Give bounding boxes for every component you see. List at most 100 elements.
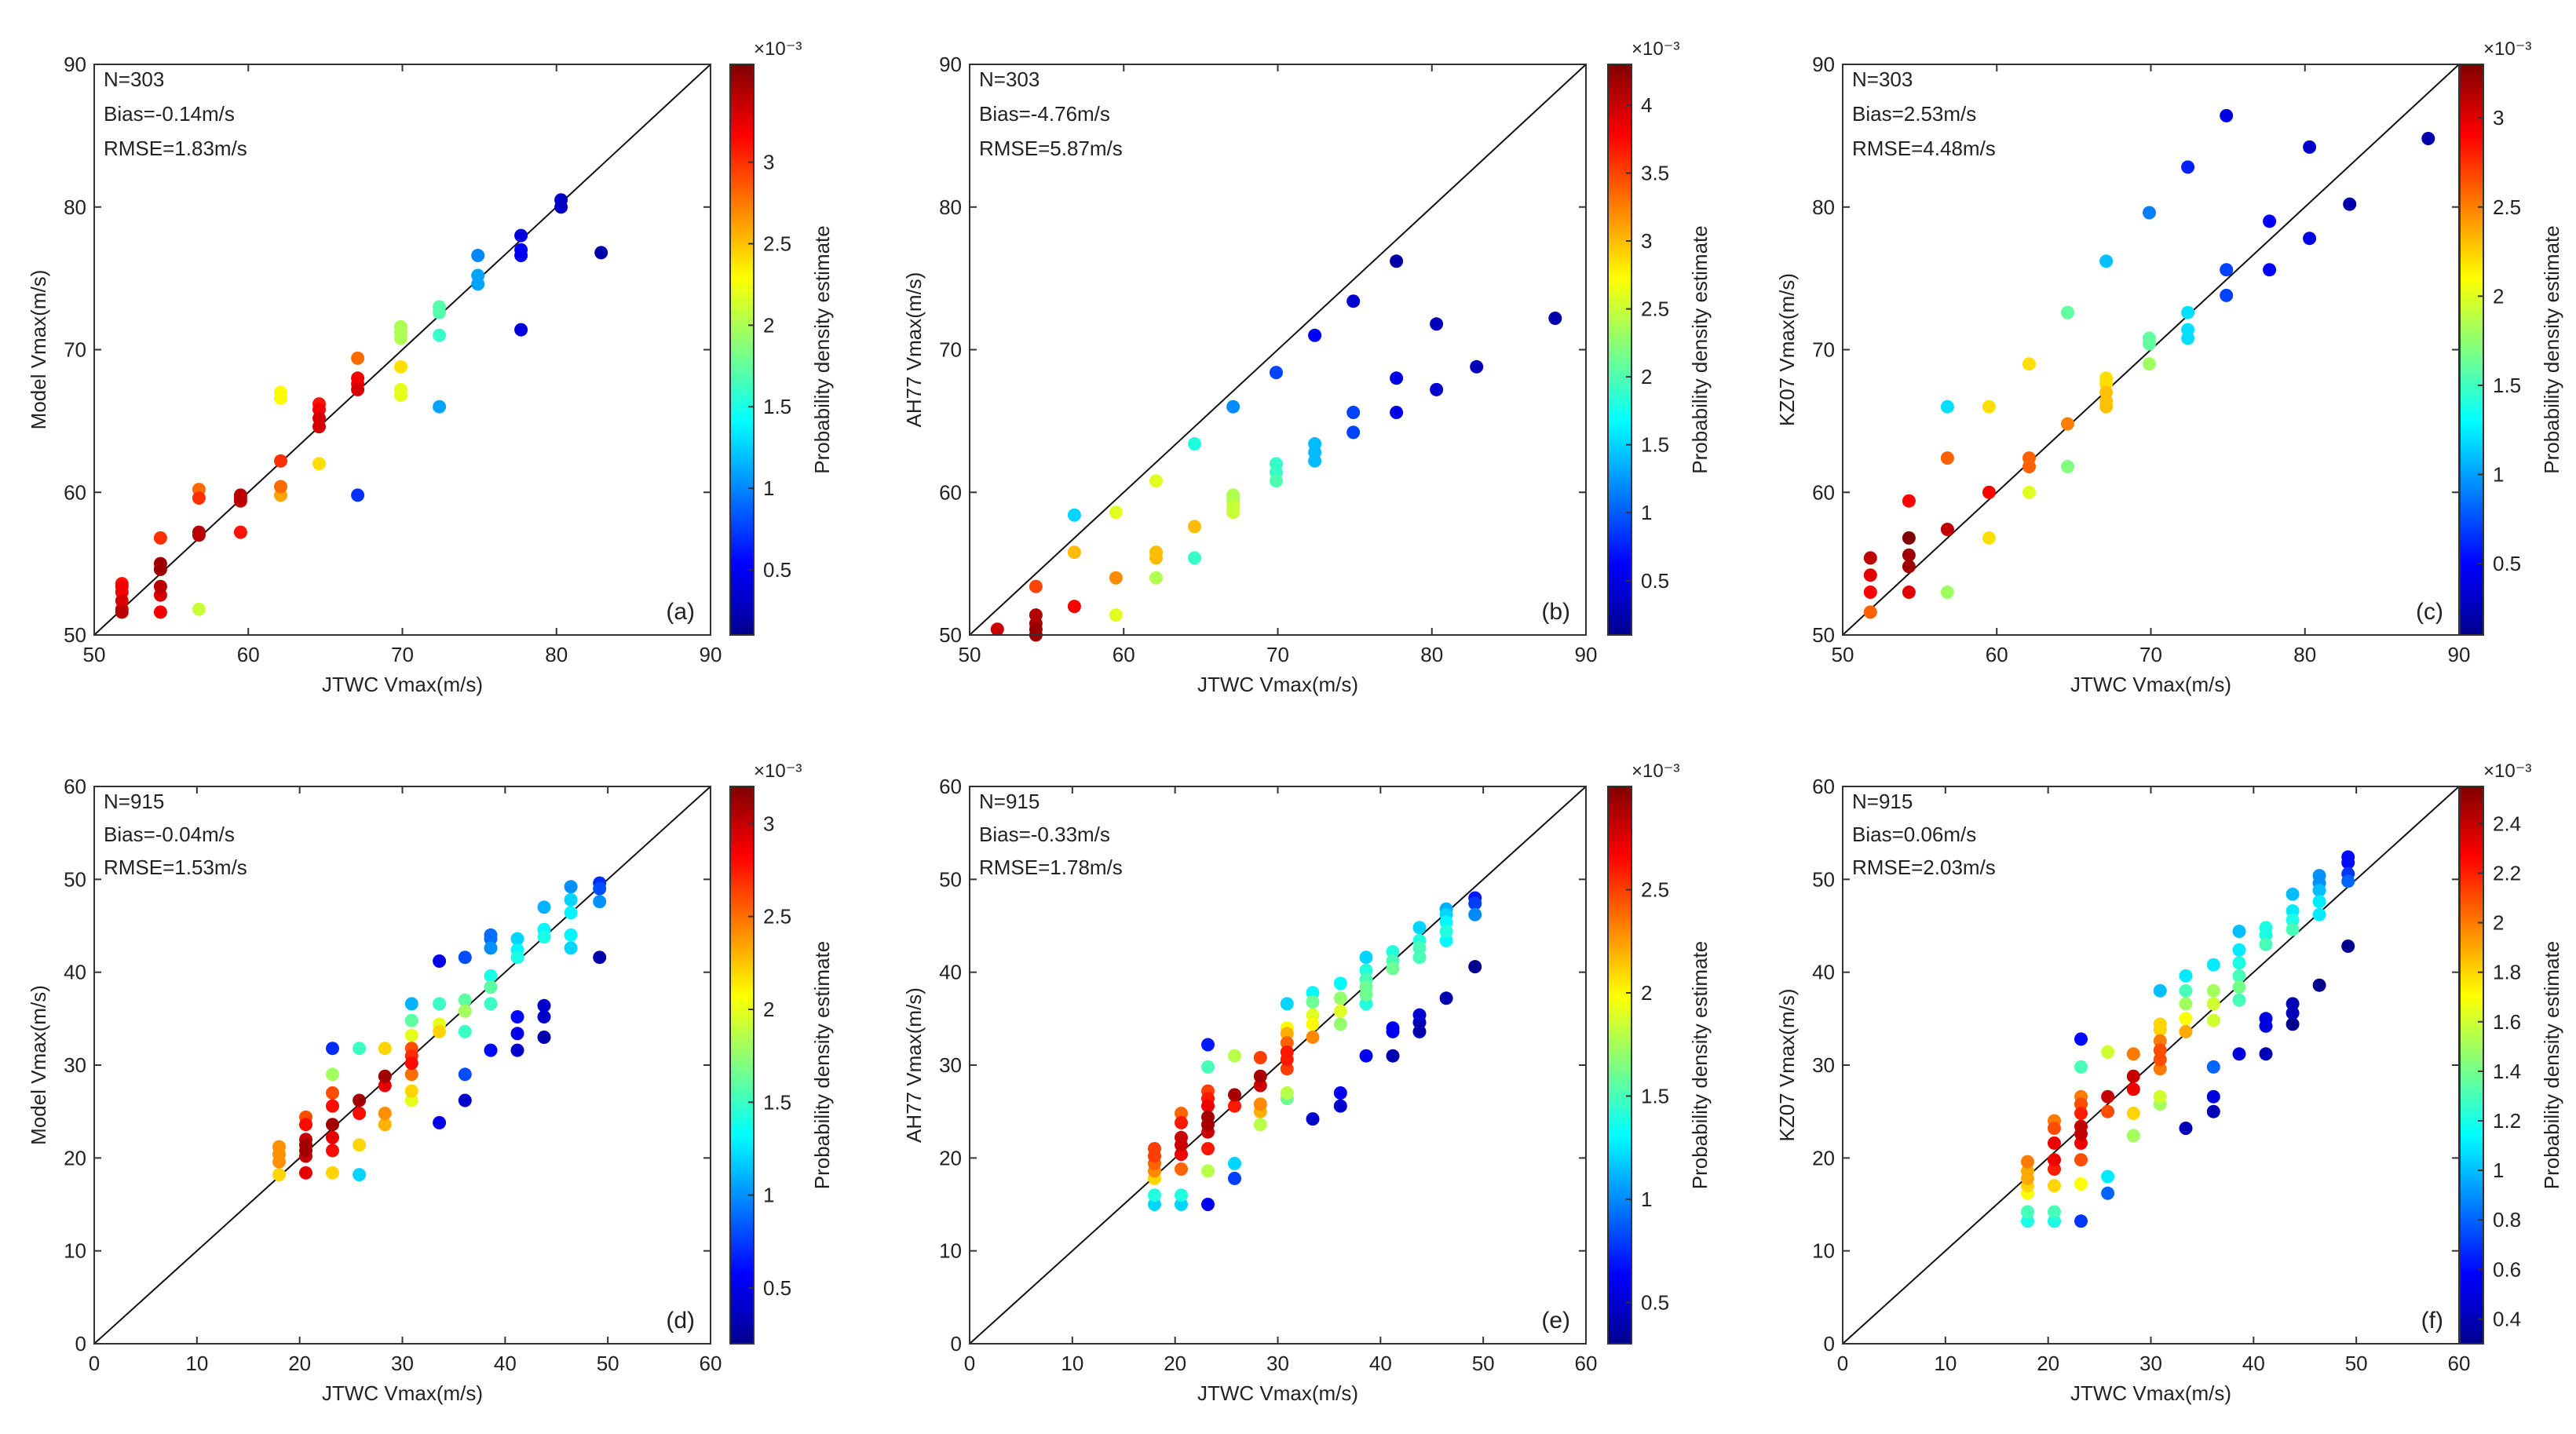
data-point [2421, 132, 2435, 145]
data-point [1201, 1110, 1215, 1124]
data-point [1188, 551, 1201, 565]
x-tick-label: 30 [2139, 1352, 2162, 1375]
data-point [1902, 494, 1916, 508]
x-axis-label: JTWC Vmax(m/s) [1197, 1381, 1358, 1405]
y-tick-label: 20 [64, 1146, 86, 1169]
data-point [1863, 605, 1877, 619]
stats-annotation: RMSE=4.48m/s [1852, 137, 1996, 160]
x-tick-label: 90 [1575, 643, 1598, 666]
data-point [1228, 1088, 1241, 1102]
data-point [1359, 951, 1373, 965]
data-point [115, 593, 129, 608]
colorbar-tick-label: 0.5 [763, 558, 791, 582]
y-tick-label: 30 [939, 1053, 962, 1077]
data-point [1940, 400, 1954, 414]
data-point [1412, 1008, 1427, 1022]
colorbar-tick-label: 1 [2493, 1159, 2504, 1182]
colorbar-exponent: ×10⁻³ [2483, 38, 2531, 60]
data-point [2181, 305, 2195, 319]
colorbar-tick-label: 1.8 [2493, 961, 2521, 984]
data-point [1253, 1097, 1267, 1111]
stats-annotation: Bias=-4.76m/s [979, 102, 1110, 126]
y-tick-label: 0 [1824, 1332, 1835, 1356]
colorbar-tick-label: 3.5 [1641, 161, 1669, 184]
data-point [2074, 1060, 2088, 1074]
x-tick-label: 60 [700, 1352, 722, 1375]
data-point [1175, 1162, 1188, 1176]
colorbar-tick-label: 2 [2493, 911, 2504, 935]
data-point [2143, 331, 2156, 345]
data-point [458, 1067, 472, 1082]
data-point [2232, 943, 2246, 957]
x-tick-label: 90 [700, 643, 722, 666]
data-point [484, 980, 498, 994]
colorbar-tick-label: 1.2 [2493, 1109, 2521, 1133]
y-tick-label: 10 [939, 1239, 962, 1263]
data-point [1308, 437, 1322, 451]
data-point [2286, 997, 2300, 1011]
data-point [2341, 874, 2355, 888]
data-point [192, 491, 206, 505]
data-point [1280, 1086, 1294, 1100]
data-point [484, 1043, 498, 1057]
data-point [1308, 328, 1322, 342]
data-point [2259, 937, 2273, 951]
y-tick-label: 60 [1812, 480, 1835, 504]
y-tick-label: 40 [64, 961, 86, 984]
data-point [1940, 523, 1954, 536]
colorbar-tick-label: 1.5 [763, 1090, 791, 1114]
data-point [312, 411, 326, 425]
data-point [2048, 1122, 2061, 1135]
x-tick-label: 10 [185, 1352, 208, 1375]
stats-annotation: N=303 [1852, 68, 1913, 91]
panel-a: 50 60 70 80 90 50 60 70 80 90 JTWC Vmax(m/s) Model … [27, 38, 834, 696]
data-point [1029, 579, 1043, 593]
y-tick-label: 70 [939, 338, 962, 362]
y-tick-label: 40 [1812, 961, 1835, 984]
data-point [1468, 907, 1482, 921]
data-point [2048, 1136, 2061, 1150]
data-point [1226, 400, 1240, 414]
data-point [433, 400, 447, 414]
data-point [433, 328, 447, 342]
data-point [2179, 997, 2193, 1011]
data-point [2286, 887, 2300, 901]
data-point [1359, 980, 1373, 994]
y-axis-label: AH77 Vmax(m/s) [902, 272, 926, 428]
colorbar-tick-label: 3 [763, 812, 774, 835]
panel-label: (d) [666, 1308, 695, 1334]
data-point [594, 246, 608, 260]
data-point [404, 1028, 418, 1042]
data-point [2153, 1017, 2167, 1031]
data-point [1149, 474, 1163, 488]
data-point [2303, 232, 2317, 246]
data-point [2099, 371, 2114, 385]
stats-annotation: RMSE=1.83m/s [104, 137, 247, 160]
colorbar-title: Probability density estimate [2540, 225, 2563, 473]
stats-annotation: RMSE=1.78m/s [979, 856, 1123, 879]
stats-annotation: RMSE=1.53m/s [104, 856, 247, 879]
one-to-one-line [1842, 786, 2460, 1345]
stats-annotation: N=303 [104, 68, 164, 91]
data-point [1201, 1198, 1215, 1211]
data-point [433, 1115, 447, 1129]
data-point [233, 488, 247, 502]
one-to-one-line [93, 786, 711, 1345]
data-point [1390, 254, 1404, 268]
data-point [1863, 551, 1877, 565]
data-point [153, 605, 167, 619]
data-point [1201, 1099, 1215, 1113]
data-point [2179, 969, 2193, 983]
colorbar-title: Probability density estimate [810, 941, 834, 1189]
y-tick-label: 70 [64, 338, 86, 362]
data-point [2143, 357, 2156, 371]
colorbar-tick-label: 2 [1641, 365, 1652, 389]
y-tick-label: 20 [1812, 1146, 1835, 1169]
x-tick-label: 60 [1986, 643, 2008, 666]
data-point [1902, 531, 1916, 545]
colorbar-title: Probability density estimate [1688, 941, 1712, 1189]
data-point [2232, 969, 2246, 983]
data-point [1412, 921, 1427, 935]
data-point [1346, 406, 1361, 419]
data-point [404, 1013, 418, 1027]
